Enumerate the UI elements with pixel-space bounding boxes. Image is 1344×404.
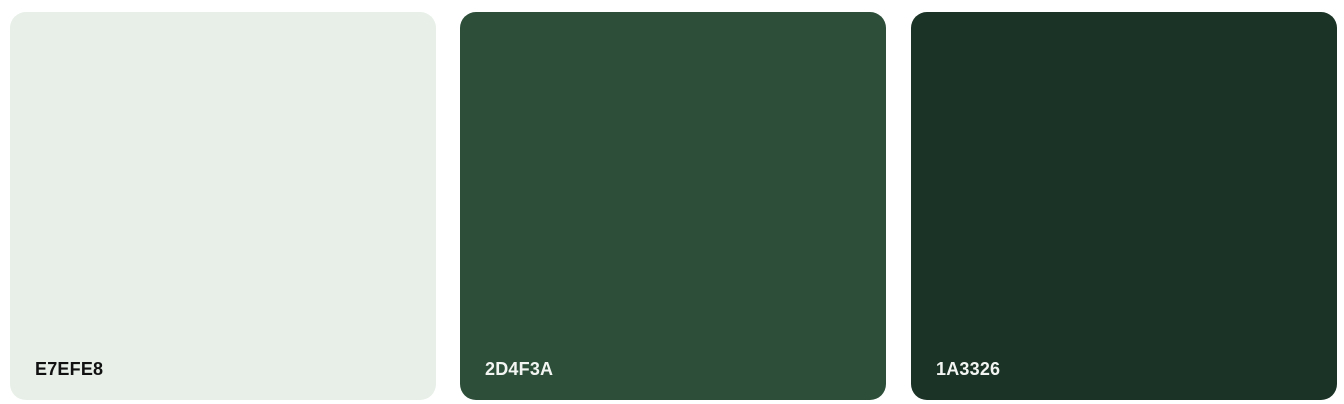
- color-swatch-1a3326[interactable]: 1A3326: [911, 12, 1337, 400]
- color-swatch-e7efe8[interactable]: E7EFE8: [10, 12, 436, 400]
- swatch-hex-label: E7EFE8: [35, 359, 104, 379]
- swatch-hex-label: 2D4F3A: [485, 359, 554, 379]
- color-swatch-2d4f3a[interactable]: 2D4F3A: [460, 12, 886, 400]
- swatch-hex-label: 1A3326: [936, 359, 1001, 379]
